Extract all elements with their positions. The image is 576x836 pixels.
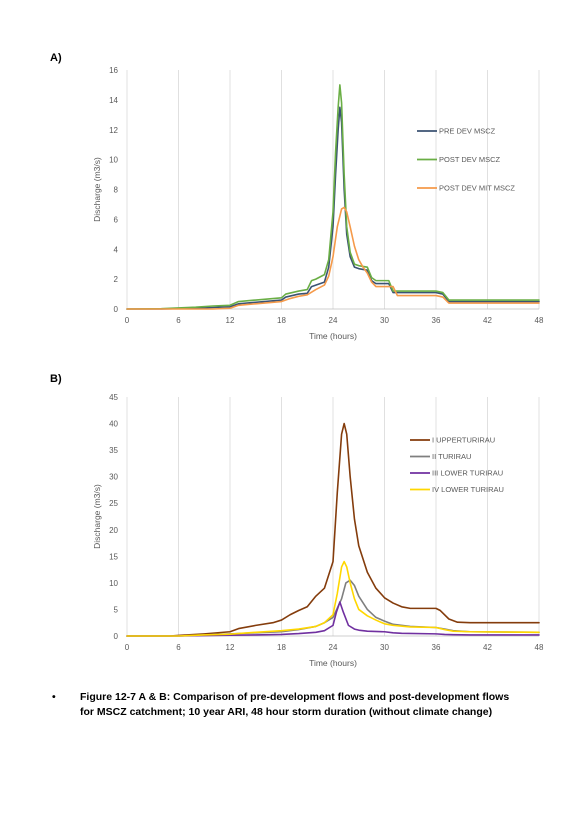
legend-label: PRE DEV MSCZ bbox=[439, 127, 496, 136]
x-tick-label: 6 bbox=[176, 316, 181, 325]
y-tick-label: 5 bbox=[114, 605, 119, 614]
series-line-1 bbox=[126, 422, 540, 637]
y-tick-label: 14 bbox=[109, 96, 118, 105]
x-tick-label: 42 bbox=[483, 643, 492, 652]
legend-label: I UPPERTURIRAU bbox=[432, 436, 495, 445]
x-tick-label: 18 bbox=[277, 316, 286, 325]
y-tick-label: 45 bbox=[109, 393, 118, 402]
series-line-2 bbox=[126, 84, 540, 310]
y-tick-label: 8 bbox=[114, 186, 119, 195]
y-tick-label: 10 bbox=[109, 579, 118, 588]
x-tick-label: 0 bbox=[125, 643, 130, 652]
y-tick-label: 30 bbox=[109, 473, 118, 482]
y-tick-label: 25 bbox=[109, 499, 118, 508]
y-tick-label: 10 bbox=[109, 156, 118, 165]
x-tick-label: 18 bbox=[277, 643, 286, 652]
legend-label: POST DEV MSCZ bbox=[439, 155, 501, 164]
chart-b: 0 6 12 18 24 30 36 42 48 0 5 10 15 20 25 30 35 40 45 Time (… bbox=[92, 393, 544, 668]
x-tick-label: 6 bbox=[176, 643, 181, 652]
y-axis-title: Discharge (m3/s) bbox=[92, 157, 102, 222]
series-line-3 bbox=[126, 206, 540, 310]
x-tick-label: 30 bbox=[380, 643, 389, 652]
x-tick-label: 24 bbox=[329, 643, 338, 652]
x-tick-label: 12 bbox=[226, 643, 235, 652]
series-line-4 bbox=[126, 560, 540, 637]
x-tick-label: 48 bbox=[535, 643, 544, 652]
legend-label: II TURIRAU bbox=[432, 452, 471, 461]
panel-label-a: A) bbox=[50, 52, 62, 64]
y-tick-label: 15 bbox=[109, 552, 118, 561]
caption-text: Figure 12-7 A & B: Comparison of pre-dev… bbox=[80, 691, 510, 718]
x-tick-label: 30 bbox=[380, 316, 389, 325]
x-tick-label: 12 bbox=[226, 316, 235, 325]
x-tick-label: 24 bbox=[329, 316, 338, 325]
y-tick-label: 0 bbox=[114, 305, 119, 314]
x-axis-title: Time (hours) bbox=[309, 658, 357, 668]
y-tick-label: 16 bbox=[109, 66, 118, 75]
x-tick-label: 48 bbox=[535, 316, 544, 325]
y-tick-label: 40 bbox=[109, 420, 118, 429]
caption-bullet: • bbox=[52, 691, 56, 703]
series-line-1 bbox=[126, 106, 540, 310]
panel-label-b: B) bbox=[50, 373, 62, 385]
y-tick-label: 20 bbox=[109, 526, 118, 535]
y-axis-title: Discharge (m3/s) bbox=[92, 484, 102, 549]
x-tick-label: 36 bbox=[432, 316, 441, 325]
y-tick-label: 2 bbox=[114, 275, 119, 284]
y-tick-label: 0 bbox=[114, 632, 119, 641]
x-axis-title: Time (hours) bbox=[309, 331, 357, 341]
x-tick-label: 36 bbox=[432, 643, 441, 652]
x-tick-label: 42 bbox=[483, 316, 492, 325]
x-tick-label: 0 bbox=[125, 316, 130, 325]
y-tick-label: 12 bbox=[109, 126, 118, 135]
legend-label: III LOWER TURIRAU bbox=[432, 469, 503, 478]
y-tick-label: 4 bbox=[114, 245, 119, 254]
y-tick-label: 35 bbox=[109, 446, 118, 455]
legend-label: POST DEV MIT MSCZ bbox=[439, 184, 515, 193]
series-line-3 bbox=[126, 601, 540, 637]
legend-label: IV LOWER TURIRAU bbox=[432, 485, 504, 494]
y-tick-label: 6 bbox=[114, 215, 119, 224]
